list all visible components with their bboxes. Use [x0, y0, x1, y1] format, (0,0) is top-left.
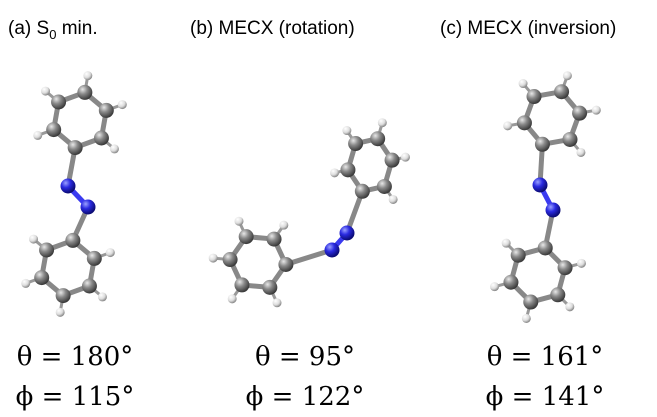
- atom: [77, 84, 93, 100]
- atom: [117, 100, 127, 110]
- atom: [21, 278, 31, 288]
- atom: [490, 282, 500, 292]
- atom: [46, 122, 62, 138]
- atom: [562, 131, 578, 147]
- panel-title: (b) MECX (rotation): [190, 18, 355, 39]
- atom: [376, 178, 392, 194]
- atom: [503, 121, 513, 131]
- atom: [526, 89, 542, 105]
- equation: θ = 161°: [487, 342, 604, 372]
- atom: [86, 250, 102, 266]
- equation: θ = 180°: [17, 342, 134, 372]
- atom: [109, 144, 119, 154]
- atom: [342, 126, 352, 136]
- atom: [272, 298, 282, 308]
- atom: [67, 140, 83, 156]
- atom: [545, 202, 561, 218]
- atom: [227, 294, 237, 304]
- panel-title: (a) S0 min.: [8, 18, 98, 42]
- atom: [550, 287, 566, 303]
- atom: [279, 220, 289, 230]
- atom: [330, 168, 340, 178]
- atom: [33, 130, 43, 140]
- atom: [339, 225, 355, 241]
- panel-title: (c) MECX (inversion): [440, 18, 616, 39]
- atom: [266, 231, 282, 247]
- atom: [348, 136, 364, 152]
- atom: [354, 183, 370, 199]
- atom: [591, 105, 601, 115]
- atom: [523, 294, 539, 310]
- atom: [572, 105, 588, 121]
- atom: [97, 292, 107, 302]
- atom: [234, 277, 250, 293]
- atom: [400, 152, 410, 162]
- atom: [388, 194, 398, 204]
- atom: [554, 84, 570, 100]
- atom: [537, 240, 553, 256]
- atom: [51, 94, 67, 110]
- atom: [576, 258, 586, 268]
- atom: [81, 278, 97, 294]
- atom: [80, 199, 96, 215]
- atom: [93, 130, 109, 146]
- atom: [576, 147, 586, 157]
- atom: [518, 79, 528, 89]
- molecules: [21, 71, 601, 323]
- atom: [29, 234, 39, 244]
- atom: [55, 288, 71, 304]
- atom: [516, 115, 532, 131]
- atom: [278, 256, 294, 272]
- atom: [384, 152, 400, 168]
- atom: [532, 177, 548, 193]
- atom: [370, 131, 386, 147]
- equation: ϕ = 141°: [486, 382, 605, 412]
- atom: [534, 136, 550, 152]
- atom: [60, 178, 76, 194]
- atom: [208, 253, 218, 263]
- atom: [565, 302, 575, 312]
- atom: [557, 260, 573, 276]
- equation: ϕ = 122°: [246, 382, 365, 412]
- bond: [283, 247, 335, 267]
- atom: [234, 216, 244, 226]
- atom: [262, 279, 278, 295]
- atom: [324, 242, 340, 258]
- atom: [238, 229, 254, 245]
- atom: [98, 102, 114, 118]
- atom: [65, 232, 81, 248]
- atom: [340, 162, 356, 178]
- atom: [39, 242, 55, 258]
- atom: [503, 274, 519, 290]
- atom: [562, 71, 572, 81]
- atom: [222, 252, 238, 268]
- atom: [83, 71, 93, 81]
- equation: ϕ = 115°: [16, 382, 135, 412]
- atom: [105, 248, 115, 258]
- equation: θ = 95°: [255, 342, 355, 372]
- atom: [377, 118, 387, 128]
- atom: [521, 313, 531, 323]
- atom: [34, 270, 50, 286]
- atom: [510, 247, 526, 263]
- atom: [55, 307, 65, 317]
- atom: [501, 238, 511, 248]
- atom: [41, 86, 51, 96]
